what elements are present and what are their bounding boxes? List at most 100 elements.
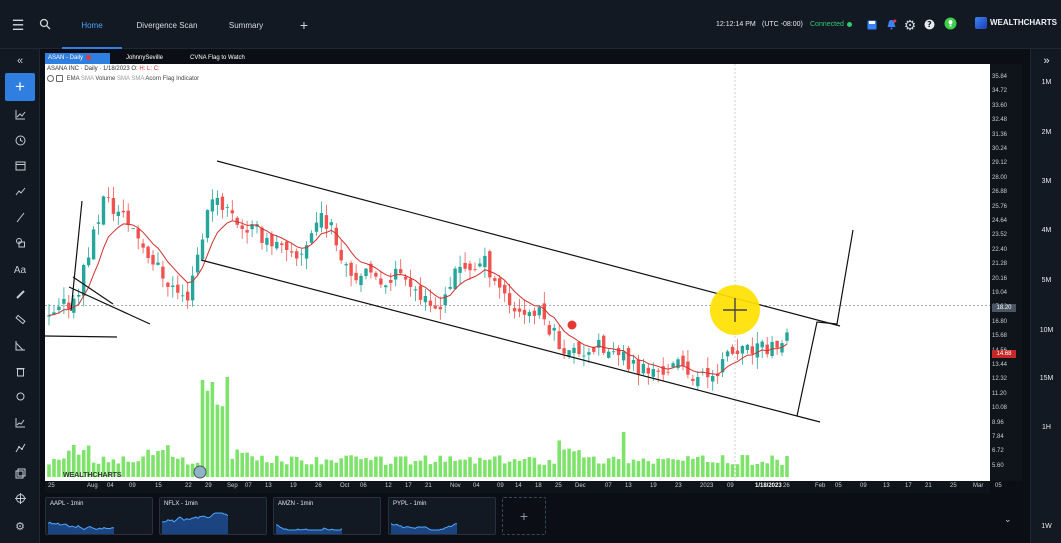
- add-tab-icon[interactable]: +: [299, 17, 309, 33]
- time-axis-label: 04: [107, 483, 114, 489]
- sync-icon[interactable]: [10, 390, 30, 408]
- indicator-ema[interactable]: EMA: [66, 76, 80, 83]
- time-axis-label: 26: [783, 483, 790, 489]
- indicator-sma-1[interactable]: SMA: [81, 76, 94, 83]
- candle-body: [275, 242, 279, 249]
- volume-bar: [304, 464, 309, 477]
- interval-3m[interactable]: 3M: [1041, 178, 1052, 185]
- candle-body: [468, 263, 472, 271]
- candle-body: [428, 300, 433, 306]
- interval-2m[interactable]: 2M: [1041, 129, 1052, 136]
- volume-bar: [735, 464, 740, 477]
- volume-bar: [681, 460, 685, 477]
- watch-card-pypl[interactable]: PYPL - 1min: [388, 497, 496, 535]
- tab-home[interactable]: Home: [62, 0, 122, 49]
- collapse-square-icon[interactable]: [56, 75, 63, 82]
- ruler-icon[interactable]: [10, 313, 30, 331]
- volume-bar: [314, 457, 319, 477]
- candle-body: [735, 350, 740, 354]
- price-chart-svg[interactable]: WEALTHCHARTS: [44, 64, 990, 481]
- trash-icon[interactable]: [10, 365, 30, 383]
- tab-summary[interactable]: Summary: [228, 21, 264, 30]
- interval-10m[interactable]: 10M: [1039, 327, 1054, 334]
- candle-body: [498, 278, 502, 288]
- indicator-volume[interactable]: Volume: [95, 76, 116, 83]
- volume-bar: [765, 463, 769, 477]
- volume-bar: [562, 449, 566, 477]
- volume-bar: [611, 456, 616, 477]
- logo-text: WEALTHCHARTS: [990, 18, 1057, 28]
- calendar-icon[interactable]: [10, 159, 30, 177]
- candle-body: [408, 278, 413, 287]
- candle-body: [215, 197, 220, 205]
- collapse-right-icon[interactable]: »: [1043, 55, 1050, 67]
- studies-icon[interactable]: [10, 442, 30, 460]
- line-tool-icon[interactable]: [10, 211, 30, 229]
- price-chart-canvas[interactable]: WEALTHCHARTS: [44, 64, 990, 481]
- time-axis[interactable]: 25 Aug 04 09 15 22 29 Sep 07 13 19 26 Oct 06 12 17 21 Nov…: [45, 481, 1002, 493]
- candle-body: [324, 215, 329, 229]
- trend-line-icon[interactable]: [10, 185, 30, 203]
- save-icon[interactable]: [863, 16, 881, 34]
- lightbulb-icon[interactable]: [941, 16, 959, 34]
- indicator-acorn-flag[interactable]: Acorn Flag Indicator: [145, 76, 200, 83]
- clock-history-icon[interactable]: [10, 134, 30, 152]
- brush-icon[interactable]: [10, 288, 30, 306]
- chart-tab-cvna[interactable]: CVNA Flag to Watch: [190, 55, 245, 61]
- interval-1w[interactable]: 1W: [1041, 523, 1052, 530]
- indicator-sma-3[interactable]: SMA: [131, 76, 145, 83]
- left-pole-line: [70, 200, 83, 312]
- chart-type-icon[interactable]: [10, 108, 30, 126]
- interval-4m[interactable]: 4M: [1041, 227, 1052, 234]
- price-axis-label: 7.84: [992, 434, 1004, 440]
- time-axis-label: Feb: [815, 483, 826, 489]
- candle-body: [740, 346, 745, 354]
- chart-tab-johnnyseville[interactable]: JohnnySeville: [126, 55, 164, 61]
- volume-bar: [76, 454, 81, 477]
- watch-card-nflx[interactable]: NFLX - 1min: [159, 497, 267, 535]
- volume-bar: [696, 456, 700, 477]
- expand-down-icon[interactable]: ⌄: [1004, 514, 1012, 524]
- measure-icon[interactable]: [10, 339, 30, 357]
- candle-body: [453, 268, 457, 290]
- settings-circle-icon[interactable]: [47, 75, 54, 82]
- ema-line: [48, 220, 788, 375]
- volume-bar: [403, 456, 408, 477]
- candle-body: [478, 263, 482, 267]
- volume-bar: [289, 456, 294, 477]
- interval-1h[interactable]: 1H: [1042, 424, 1051, 431]
- volume-bar: [374, 456, 378, 477]
- shapes-icon[interactable]: [10, 236, 30, 254]
- bell-icon[interactable]: [882, 16, 900, 34]
- candle-body: [96, 222, 101, 224]
- watch-card-amzn[interactable]: AMZN - 1min: [273, 497, 381, 535]
- collapse-left-icon[interactable]: «: [16, 55, 24, 67]
- chart-tab-asan[interactable]: ASAN - Daily: [45, 53, 110, 64]
- price-axis-label: 13.44: [992, 362, 1008, 368]
- interval-15m[interactable]: 15M: [1039, 375, 1054, 382]
- clock-timezone[interactable]: (UTC -08:00): [762, 21, 803, 28]
- price-axis[interactable]: 35.84 34.72 33.60 32.48 31.36 30.24 29.12 28.00…: [990, 64, 1022, 481]
- volume-bar: [379, 456, 383, 477]
- indicator-chart-icon[interactable]: [10, 416, 30, 434]
- interval-1m[interactable]: 1M: [1041, 79, 1052, 86]
- price-axis-label: 5.60: [992, 462, 1004, 469]
- add-watch-button[interactable]: +: [502, 497, 546, 535]
- settings-cog-icon[interactable]: ⚙: [15, 521, 25, 533]
- text-tool-icon[interactable]: Aa: [13, 265, 27, 276]
- volume-bar: [527, 457, 532, 477]
- volume-bar: [86, 445, 91, 477]
- hamburger-menu-icon[interactable]: ☰: [11, 17, 25, 33]
- tab-divergence-scan[interactable]: Divergence Scan: [136, 21, 198, 30]
- interval-5m[interactable]: 5M: [1041, 277, 1052, 284]
- watch-card-aapl[interactable]: AAPL - 1min: [45, 497, 153, 535]
- search-icon[interactable]: [36, 16, 54, 34]
- volume-bar: [294, 456, 299, 477]
- help-icon[interactable]: ?: [920, 16, 938, 34]
- layers-icon[interactable]: [10, 467, 30, 485]
- add-drawing-button[interactable]: +: [5, 73, 35, 101]
- crosshair-icon[interactable]: [10, 492, 30, 510]
- indicator-sma-2[interactable]: SMA: [117, 76, 130, 83]
- candle-body: [91, 229, 96, 260]
- gear-icon[interactable]: ⚙: [903, 17, 917, 33]
